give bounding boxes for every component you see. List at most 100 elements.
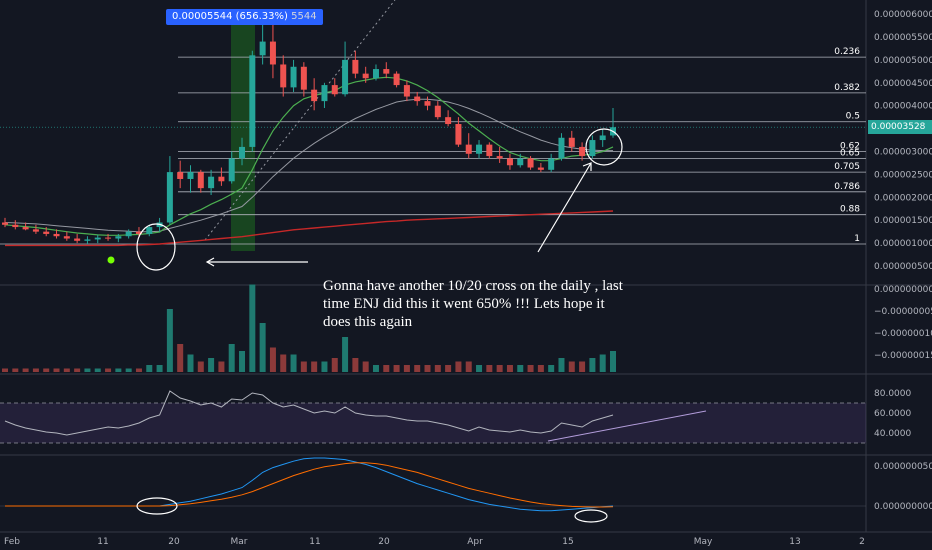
candle-body xyxy=(486,144,493,157)
volume-bar xyxy=(166,309,173,372)
volume-bar xyxy=(74,368,81,372)
volume-bar xyxy=(2,368,8,372)
volume-bar xyxy=(228,344,235,372)
arrow-annotation xyxy=(537,162,592,253)
fib-label: 1 xyxy=(854,234,860,244)
ma-green-line xyxy=(4,76,614,236)
volume-bar xyxy=(610,351,616,372)
circle-annotation xyxy=(136,497,178,515)
volume-bar xyxy=(290,354,297,372)
volume-bar xyxy=(527,365,534,372)
candle-body xyxy=(414,96,421,102)
candle-body xyxy=(290,66,297,88)
volume-bar xyxy=(342,337,349,372)
circle-annotation xyxy=(574,509,608,523)
volume-bar xyxy=(455,361,462,372)
dotted-trendline xyxy=(204,0,396,241)
volume-bar xyxy=(63,368,70,372)
volume-bar xyxy=(537,365,544,372)
annotation-note: Gonna have another 10/20 cross on the da… xyxy=(323,278,623,330)
volume-bar xyxy=(568,361,575,372)
macd-signal-line xyxy=(5,462,614,508)
volume-axis-label: −0.0000001500 xyxy=(874,351,932,361)
candle-body xyxy=(321,85,328,102)
candle-body xyxy=(434,105,441,118)
candle-body xyxy=(84,239,91,241)
candle-body xyxy=(208,176,215,189)
candle-body xyxy=(455,124,462,145)
candle-body xyxy=(249,55,256,147)
volume-bar xyxy=(393,365,400,372)
volume-axis-label: 0.0000000000 xyxy=(874,285,932,295)
volume-bar xyxy=(146,365,153,372)
circle-annotation xyxy=(585,128,623,166)
volume-bar xyxy=(589,358,596,372)
candle-body xyxy=(311,89,318,102)
volume-bar xyxy=(197,361,204,372)
volume-bar xyxy=(269,347,276,372)
volume-bar xyxy=(208,358,215,372)
rsi-band xyxy=(0,403,866,443)
volume-bar xyxy=(32,368,39,372)
last-price-tag: 0.00003528 xyxy=(868,120,932,134)
volume-bar xyxy=(177,344,184,372)
candle-body xyxy=(506,158,513,166)
fib-label: 0.5 xyxy=(846,112,860,122)
time-axis-label: 2 xyxy=(859,537,865,547)
rsi-axis-label: 60.0000 xyxy=(874,409,911,419)
volume-bar xyxy=(239,351,246,372)
candle-body xyxy=(146,227,153,234)
candle-body xyxy=(579,146,586,157)
fib-label: 0.786 xyxy=(834,182,860,192)
candle-body xyxy=(187,172,194,179)
candle-body xyxy=(105,237,112,239)
ma-red-line xyxy=(5,210,614,247)
circle-annotation xyxy=(136,223,176,271)
candle-body xyxy=(465,144,472,154)
rsi-trendline xyxy=(547,410,707,442)
fib-label: 0.236 xyxy=(834,47,860,57)
candle-body xyxy=(537,167,544,170)
time-axis-label: 11 xyxy=(309,537,320,547)
arrowhead xyxy=(205,257,215,267)
rsi-axis-label: 80.0000 xyxy=(874,389,911,399)
time-axis-label: Feb xyxy=(4,537,20,547)
tooltip-value: 5544 xyxy=(291,11,317,22)
volume-bar xyxy=(362,361,369,372)
volume-bar xyxy=(156,365,163,372)
volume-bar xyxy=(445,365,452,372)
candle-body xyxy=(43,231,50,234)
volume-bar xyxy=(53,368,60,372)
volume-bar xyxy=(517,365,524,372)
fib-label: 0.382 xyxy=(834,83,860,93)
candle-body xyxy=(445,117,452,125)
candle-body xyxy=(300,66,307,90)
volume-bar xyxy=(476,365,483,372)
volume-bar xyxy=(300,361,307,372)
time-axis-label: 20 xyxy=(168,537,180,547)
candle-body xyxy=(383,69,390,74)
volume-bar xyxy=(125,368,132,372)
fib-label: 0.62 xyxy=(840,142,860,152)
candle-body xyxy=(239,146,246,159)
volume-bar xyxy=(105,368,112,372)
volume-bar xyxy=(548,365,555,372)
candle-body xyxy=(135,231,142,234)
volume-bar xyxy=(187,354,194,372)
signal-dot xyxy=(107,256,115,264)
volume-bar xyxy=(115,368,122,372)
volume-bar xyxy=(321,361,328,372)
